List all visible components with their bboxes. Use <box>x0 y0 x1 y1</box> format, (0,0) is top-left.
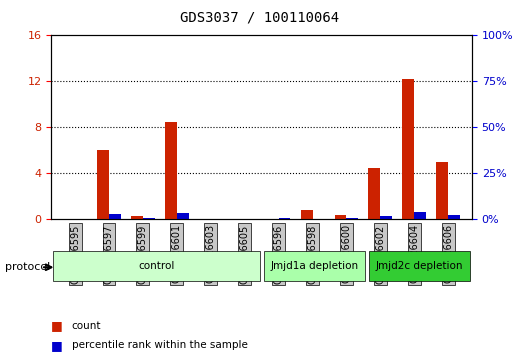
Bar <box>368 168 380 219</box>
Text: ■: ■ <box>51 339 63 352</box>
Bar <box>346 218 358 219</box>
Text: Jmjd2c depletion: Jmjd2c depletion <box>376 261 463 271</box>
Bar <box>165 122 177 219</box>
FancyBboxPatch shape <box>369 251 470 281</box>
Bar <box>402 79 415 219</box>
Text: protocol: protocol <box>5 262 50 272</box>
Bar <box>437 162 448 219</box>
Bar <box>143 218 155 219</box>
Bar <box>131 216 143 219</box>
FancyBboxPatch shape <box>264 251 365 281</box>
Bar <box>279 218 290 219</box>
Bar <box>177 213 189 219</box>
Bar <box>334 215 346 219</box>
Bar <box>109 213 121 219</box>
FancyBboxPatch shape <box>53 251 260 281</box>
Bar <box>415 212 426 219</box>
Text: GDS3037 / 100110064: GDS3037 / 100110064 <box>180 11 339 25</box>
Bar <box>448 215 460 219</box>
Text: percentile rank within the sample: percentile rank within the sample <box>72 340 248 350</box>
Text: Jmjd1a depletion: Jmjd1a depletion <box>270 261 358 271</box>
Text: count: count <box>72 321 102 331</box>
Text: control: control <box>139 261 174 271</box>
Bar <box>301 210 312 219</box>
Bar <box>380 216 392 219</box>
Bar <box>97 150 109 219</box>
Text: ■: ■ <box>51 319 63 332</box>
